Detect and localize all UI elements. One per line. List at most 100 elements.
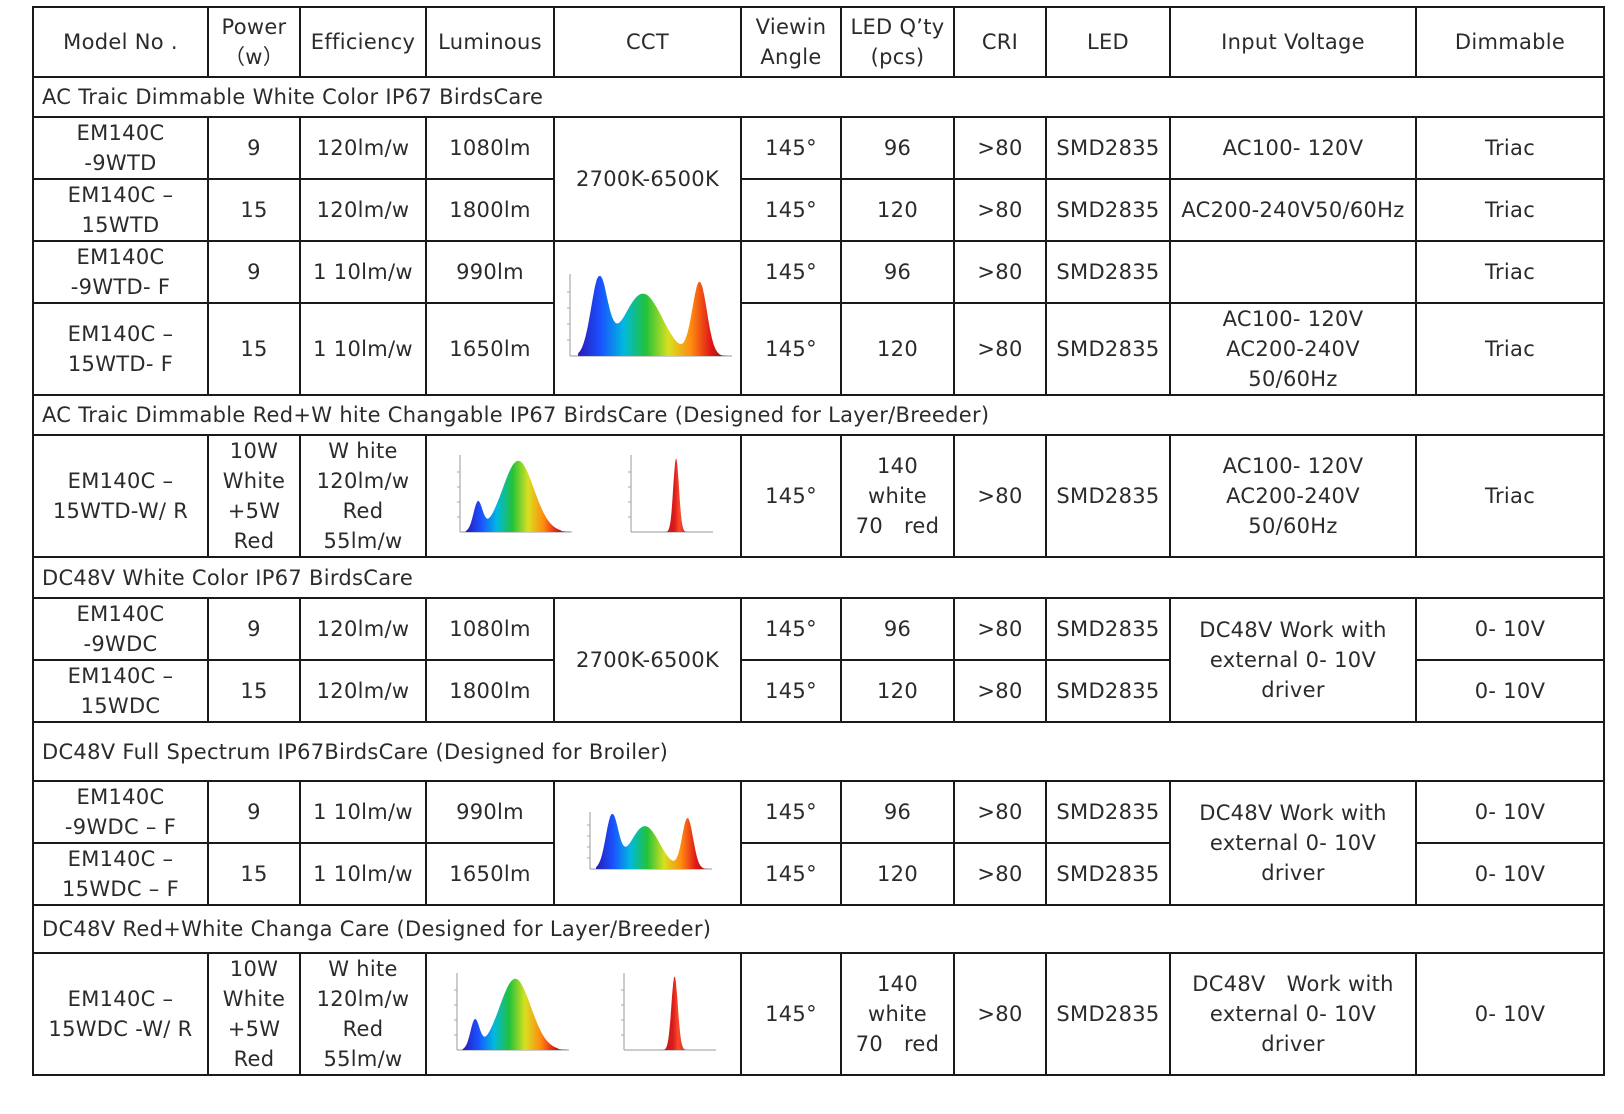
section-title: AC Traic Dimmable Red+W hite Changable I… bbox=[32, 394, 1605, 436]
dimmable-cell: 0- 10V bbox=[1415, 842, 1605, 906]
efficiency-cell: W hite 120lm/w Red 55lm/w bbox=[299, 434, 427, 558]
cri-cell: >80 bbox=[953, 597, 1047, 661]
efficiency-cell: 120lm/w bbox=[299, 116, 427, 180]
angle-cell: 145° bbox=[740, 952, 842, 1076]
power-cell: 10W White +5W Red bbox=[207, 434, 301, 558]
table-row: EM140C –15WDC -W/ R 10W White +5W Red W hit… bbox=[32, 952, 1605, 1076]
header-led-qty: LED Q’ty (pcs) bbox=[840, 6, 955, 78]
efficiency-cell: 120lm/w bbox=[299, 597, 427, 661]
header-input-voltage: Input Voltage bbox=[1169, 6, 1417, 78]
luminous-cell: 1650lm bbox=[425, 842, 555, 906]
voltage-cell: AC100- 120V bbox=[1169, 116, 1417, 180]
luminous-cell: 1800lm bbox=[425, 178, 555, 242]
led-cell: SMD2835 bbox=[1045, 780, 1171, 844]
angle-cell: 145° bbox=[740, 659, 842, 723]
luminous-cell: 990lm bbox=[425, 240, 555, 304]
dimmable-cell: 0- 10V bbox=[1415, 659, 1605, 723]
voltage-cell: DC48V Work with external 0- 10V driver bbox=[1169, 597, 1417, 723]
model-cell: EM140C –15WDC -W/ R bbox=[32, 952, 209, 1076]
section-title: DC48V Full Spectrum IP67BirdsCare (Desig… bbox=[32, 721, 1605, 782]
full-spectrum-chart-ac bbox=[566, 274, 732, 357]
power-cell: 9 bbox=[207, 240, 301, 304]
spec-sheet: Model No . Power （w） Efficiency Luminous … bbox=[32, 6, 1605, 1076]
section-title: AC Traic Dimmable White Color IP67 Birds… bbox=[32, 76, 1605, 118]
spectrum-cell bbox=[425, 434, 742, 558]
dimmable-cell: Triac bbox=[1415, 116, 1605, 180]
efficiency-cell: 1 10lm/w bbox=[299, 302, 427, 396]
model-cell: EM140C –15WDC – F bbox=[32, 842, 209, 906]
spectrum-cell bbox=[553, 240, 742, 396]
dimmable-cell: 0- 10V bbox=[1415, 780, 1605, 844]
luminous-cell: 1080lm bbox=[425, 597, 555, 661]
efficiency-cell: 1 10lm/w bbox=[299, 842, 427, 906]
cri-cell: >80 bbox=[953, 116, 1047, 180]
efficiency-cell: 1 10lm/w bbox=[299, 240, 427, 304]
led-cell: SMD2835 bbox=[1045, 116, 1171, 180]
qty-cell: 120 bbox=[840, 659, 955, 723]
red-spectrum-chart-ac bbox=[628, 454, 714, 532]
cct-cell: 2700K-6500K bbox=[553, 597, 742, 723]
table-row: EM140C -9WDC 9 120lm/w 1080lm 2700K-6500K… bbox=[32, 597, 1605, 723]
dimmable-cell: Triac bbox=[1415, 302, 1605, 396]
header-row: Model No . Power （w） Efficiency Luminous … bbox=[32, 6, 1605, 78]
spectrum-cell bbox=[425, 952, 742, 1076]
power-cell: 15 bbox=[207, 659, 301, 723]
cri-cell: >80 bbox=[953, 434, 1047, 558]
cri-cell: >80 bbox=[953, 178, 1047, 242]
led-cell: SMD2835 bbox=[1045, 434, 1171, 558]
section-title: DC48V White Color IP67 BirdsCare bbox=[32, 556, 1605, 599]
led-cell: SMD2835 bbox=[1045, 659, 1171, 723]
table-row: EM140C –15WTD-W/ R 10W White +5W Red W hite… bbox=[32, 434, 1605, 558]
cct-cell: 2700K-6500K bbox=[553, 116, 742, 242]
dimmable-cell: Triac bbox=[1415, 178, 1605, 242]
power-cell: 15 bbox=[207, 842, 301, 906]
white-spectrum-chart-dc bbox=[454, 972, 570, 1050]
led-cell: SMD2835 bbox=[1045, 842, 1171, 906]
qty-cell: 96 bbox=[840, 240, 955, 304]
qty-cell: 96 bbox=[840, 116, 955, 180]
table-row: EM140C -9WTD 9 120lm/w 1080lm 2700K-6500K… bbox=[32, 116, 1605, 242]
header-luminous: Luminous bbox=[425, 6, 555, 78]
spec-table: Model No . Power （w） Efficiency Luminous … bbox=[32, 6, 1605, 1076]
angle-cell: 145° bbox=[740, 597, 842, 661]
efficiency-cell: 120lm/w bbox=[299, 659, 427, 723]
qty-cell: 140 white 70 red bbox=[840, 952, 955, 1076]
qty-cell: 96 bbox=[840, 780, 955, 844]
spectrum-cell bbox=[553, 780, 742, 906]
power-cell: 10W White +5W Red bbox=[207, 952, 301, 1076]
cri-cell: >80 bbox=[953, 302, 1047, 396]
header-led: LED bbox=[1045, 6, 1171, 78]
header-dimmable: Dimmable bbox=[1415, 6, 1605, 78]
efficiency-cell: 1 10lm/w bbox=[299, 780, 427, 844]
dimmable-cell: Triac bbox=[1415, 434, 1605, 558]
model-cell: EM140C -9WTD bbox=[32, 116, 209, 180]
efficiency-cell: 120lm/w bbox=[299, 178, 427, 242]
power-cell: 15 bbox=[207, 178, 301, 242]
led-cell: SMD2835 bbox=[1045, 952, 1171, 1076]
dimmable-cell: Triac bbox=[1415, 240, 1605, 304]
full-spectrum-chart-dc bbox=[586, 811, 712, 869]
header-cri: CRI bbox=[953, 6, 1047, 78]
model-cell: EM140C –15WDC bbox=[32, 659, 209, 723]
efficiency-cell: W hite 120lm/w Red 55lm/w bbox=[299, 952, 427, 1076]
cri-cell: >80 bbox=[953, 780, 1047, 844]
angle-cell: 145° bbox=[740, 240, 842, 304]
qty-cell: 120 bbox=[840, 302, 955, 396]
voltage-cell: DC48V Work with external 0- 10V driver bbox=[1169, 952, 1417, 1076]
model-cell: EM140C –15WTD-W/ R bbox=[32, 434, 209, 558]
angle-cell: 145° bbox=[740, 302, 842, 396]
header-efficiency: Efficiency bbox=[299, 6, 427, 78]
led-cell: SMD2835 bbox=[1045, 240, 1171, 304]
qty-cell: 120 bbox=[840, 178, 955, 242]
cri-cell: >80 bbox=[953, 842, 1047, 906]
cri-cell: >80 bbox=[953, 240, 1047, 304]
angle-cell: 145° bbox=[740, 842, 842, 906]
led-cell: SMD2835 bbox=[1045, 597, 1171, 661]
power-cell: 9 bbox=[207, 780, 301, 844]
power-cell: 15 bbox=[207, 302, 301, 396]
model-cell: EM140C -9WDC – F bbox=[32, 780, 209, 844]
qty-cell: 120 bbox=[840, 842, 955, 906]
white-spectrum-chart-ac bbox=[456, 454, 572, 532]
voltage-cell bbox=[1169, 240, 1417, 304]
table-row: EM140C –15WTD 15 120lm/w 1800lm 145° 120… bbox=[32, 178, 1605, 242]
